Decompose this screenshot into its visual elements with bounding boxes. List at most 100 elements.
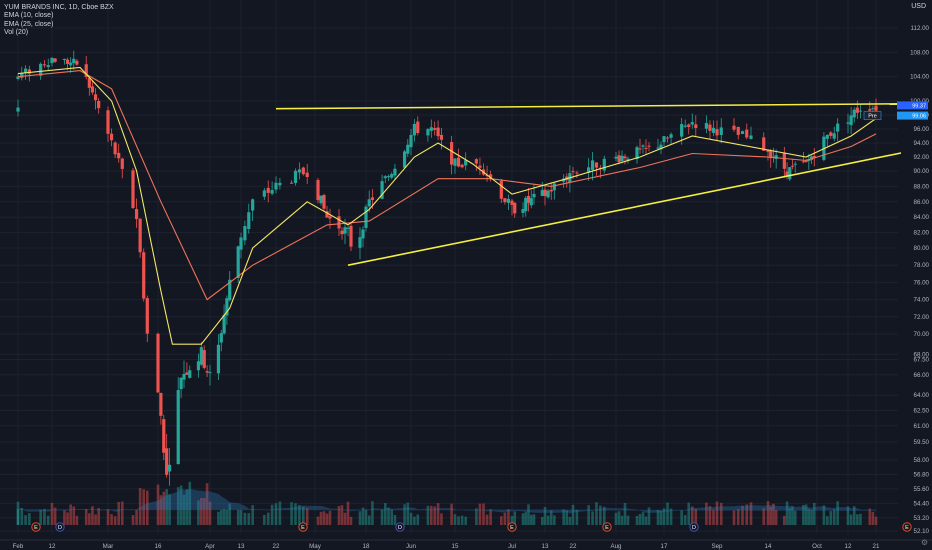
earnings-marker (902, 522, 912, 532)
candle-body (474, 159, 478, 164)
candle-body (762, 137, 766, 151)
candle-body (319, 195, 323, 204)
candle-body (75, 60, 79, 65)
candle-body (109, 133, 114, 141)
candle-body (804, 160, 808, 162)
candle-body (464, 160, 468, 166)
candle-body (656, 147, 660, 149)
volume-bar (832, 509, 836, 525)
candle-body (426, 129, 430, 136)
earnings-marker (507, 522, 517, 532)
volume-bar (785, 501, 789, 525)
candle-body (42, 64, 47, 66)
candle-body (766, 149, 770, 152)
volume-bar (666, 502, 669, 525)
candle-body (790, 165, 795, 167)
y-tick-label: 53.20 (914, 515, 930, 522)
volume-bar (290, 502, 293, 525)
volume-bar (228, 503, 232, 525)
volume-bar (325, 513, 329, 525)
candle-body (659, 144, 663, 150)
candle-body (145, 298, 149, 334)
last-price-tag (897, 101, 928, 110)
volume-bar (846, 506, 850, 525)
volume-bar (383, 503, 387, 525)
volume-bar (810, 509, 813, 525)
candle-body (251, 199, 255, 211)
volume-bar (836, 501, 839, 525)
volume-bar (745, 504, 749, 525)
volume-bar (656, 509, 660, 525)
candle-body (719, 127, 723, 135)
last-price-value: 99.37 (912, 103, 926, 109)
volume-bar (705, 502, 708, 525)
volume-bar (197, 500, 200, 525)
candle-body (247, 212, 251, 229)
candle-body (623, 156, 627, 159)
volume-bar (507, 509, 510, 525)
candle-body (846, 122, 850, 124)
candle-body (142, 252, 146, 299)
x-tick-label: Jun (406, 543, 417, 550)
candle-body (704, 123, 708, 129)
volume-bar (340, 505, 344, 525)
candle-body (274, 182, 278, 190)
volume-bar (413, 516, 416, 525)
candle-body (162, 419, 166, 453)
volume-bar (712, 509, 715, 525)
gear-icon[interactable]: ⚙ (920, 538, 928, 547)
volume-bar (371, 501, 374, 525)
volume-bar (485, 514, 489, 525)
volume-bar (225, 509, 229, 525)
y-tick-label: 64.00 (914, 392, 930, 399)
candle-body (740, 131, 745, 135)
volume-bar (243, 512, 247, 525)
candle-body (87, 77, 91, 88)
candle-body (665, 137, 670, 139)
volume-bar (871, 511, 875, 525)
candle-body (380, 181, 384, 199)
candle-body (219, 333, 223, 343)
y-tick-label: 55.60 (914, 486, 930, 493)
dividend-marker (395, 522, 405, 532)
y-tick-label: 67.50 (914, 357, 930, 364)
candle-body (543, 189, 547, 197)
dividend-marker (55, 522, 65, 532)
candle-body (510, 200, 514, 205)
volume-bar (856, 514, 859, 525)
volume-bar (791, 506, 794, 525)
volume-bar (176, 487, 180, 525)
y-tick-label: 72.00 (914, 314, 930, 321)
candle-body (429, 127, 433, 131)
volume-bar (217, 511, 220, 525)
currency-label[interactable]: USD (911, 3, 926, 10)
candle-body (262, 190, 266, 197)
candle-body (552, 183, 556, 191)
candle-body (270, 190, 274, 194)
x-tick-label: 13 (542, 543, 549, 550)
candle-body (406, 144, 410, 154)
dividend-marker-label: D (58, 525, 62, 531)
candle-body (46, 65, 50, 68)
volume-bar (16, 501, 20, 525)
candle-body (836, 123, 840, 132)
volume-bar (343, 512, 347, 525)
x-tick-label: 14 (765, 543, 772, 550)
x-tick-label: 22 (570, 543, 577, 550)
candle-body (386, 176, 391, 178)
volume-bar (182, 494, 186, 525)
volume-bar (142, 489, 146, 525)
candle-body (513, 202, 517, 214)
candle-body (782, 152, 786, 169)
volume-bar (358, 511, 362, 525)
time-axis (0, 540, 932, 550)
volume-bar (430, 505, 433, 525)
candle-body (182, 373, 186, 380)
volume-bar (436, 503, 440, 525)
candle-body (243, 226, 247, 241)
volume-bar (829, 511, 833, 525)
candle-body (594, 162, 599, 168)
candle-body (694, 124, 698, 129)
